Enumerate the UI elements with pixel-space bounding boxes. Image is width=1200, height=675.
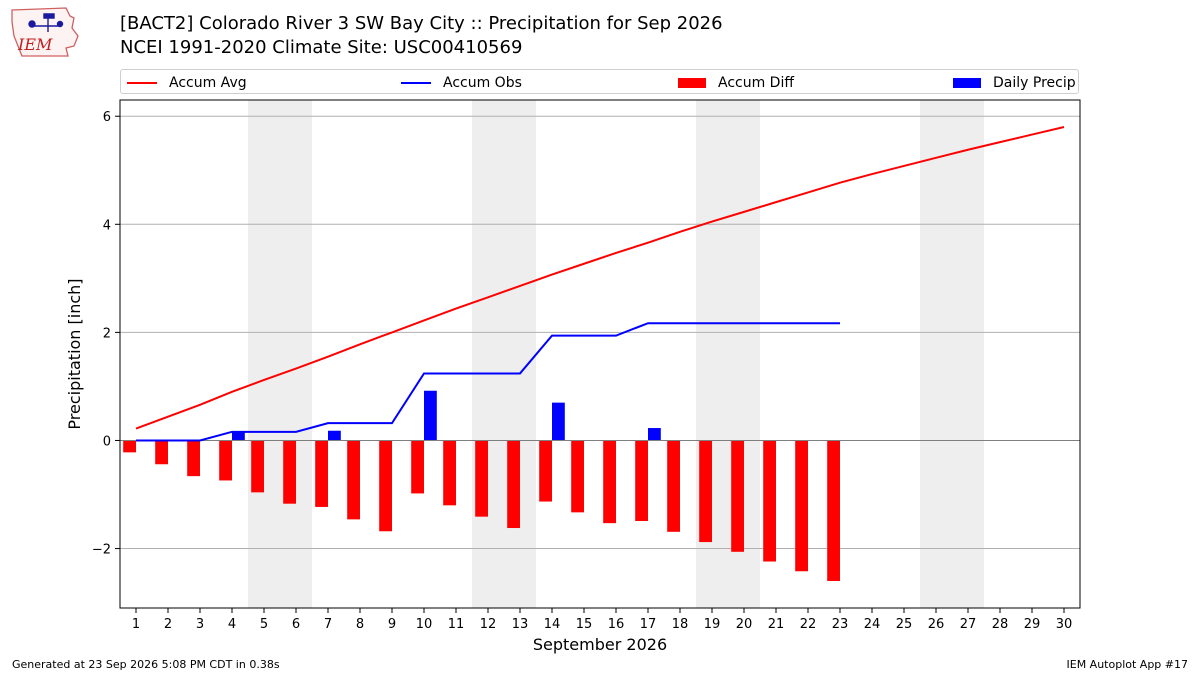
series-lines: [120, 126, 1080, 442]
legend-swatch-daily-precip: [953, 77, 981, 88]
x-axis-label: September 2026: [533, 635, 667, 654]
weekend-shading: [248, 100, 984, 608]
y-tick-label: 0: [103, 434, 111, 449]
legend-item-accum-diff: Accum Diff: [678, 70, 794, 95]
x-tick-label: 30: [1056, 617, 1073, 632]
y-tick-label: 6: [103, 110, 111, 125]
legend-item-daily-precip: Daily Precip: [953, 70, 1076, 95]
x-tick-label: 20: [736, 617, 753, 632]
x-tick-label: 22: [800, 617, 817, 632]
legend-swatch-accum-diff: [678, 77, 706, 88]
accum-diff-bar: [251, 440, 264, 493]
accum-diff-bar: [411, 440, 424, 494]
y-tick-label: 2: [103, 326, 111, 341]
accum-diff-bar: [635, 440, 648, 521]
x-tick-label: 9: [388, 617, 396, 632]
x-tick-label: 3: [196, 617, 204, 632]
daily-precip-bar: [648, 428, 661, 441]
daily-precip-bar: [328, 430, 341, 441]
x-tick-label: 11: [448, 617, 465, 632]
x-tick-label: 4: [228, 617, 236, 632]
legend-label-accum-obs: Accum Obs: [443, 74, 522, 91]
x-tick-label: 21: [768, 617, 785, 632]
chart-title: [BACT2] Colorado River 3 SW Bay City :: …: [120, 13, 723, 34]
legend-label-accum-avg: Accum Avg: [169, 74, 247, 91]
x-tick-label: 12: [480, 617, 497, 632]
accum-diff-bar: [155, 440, 168, 465]
legend-item-accum-avg: Accum Avg: [127, 70, 247, 95]
x-tick-label: 16: [608, 617, 625, 632]
accum-diff-bar: [379, 440, 392, 532]
accum-diff-bar: [571, 440, 584, 513]
weekend-band-2: [472, 100, 536, 608]
legend-swatch-accum-avg: [127, 81, 157, 84]
x-tick-label: 23: [832, 617, 849, 632]
weekend-band-1: [248, 100, 312, 608]
plot-frame: [119, 99, 1081, 609]
y-axis-label: Precipitation [inch]: [65, 278, 84, 429]
x-tick-label: 24: [864, 617, 881, 632]
bars: [123, 390, 840, 581]
y-tick-label: −2: [92, 543, 111, 558]
accum-diff-bar: [539, 440, 552, 502]
weather-station-icon: [28, 13, 64, 32]
chart-legend: Accum Avg Accum Obs Accum Diff Daily Pre…: [120, 69, 1079, 94]
x-tick-label: 27: [960, 617, 977, 632]
accum-diff-bar: [443, 440, 456, 506]
logo-text: IEM: [17, 35, 53, 54]
x-tick-label: 8: [356, 617, 364, 632]
x-tick-label: 13: [512, 617, 529, 632]
x-tick-label: 7: [324, 617, 332, 632]
x-tick-label: 18: [672, 617, 689, 632]
accum-diff-bar: [763, 440, 776, 562]
iem-logo: IEM: [11, 7, 79, 57]
x-tick-label: 14: [544, 617, 561, 632]
legend-label-daily-precip: Daily Precip: [993, 74, 1076, 91]
footer-app-id: IEM Autoplot App #17: [1066, 658, 1189, 671]
x-tick-label: 28: [992, 617, 1009, 632]
daily-precip-bar: [232, 431, 245, 441]
accum-diff-bar: [475, 440, 488, 517]
x-tick-label: 26: [928, 617, 945, 632]
x-tick-label: 10: [416, 617, 433, 632]
y-tick-label: 4: [103, 218, 111, 233]
legend-swatch-accum-obs: [401, 81, 431, 84]
accum-diff-bar: [667, 440, 680, 532]
accum-diff-bar: [187, 440, 200, 477]
x-tick-label: 29: [1024, 617, 1041, 632]
accum-avg-line: [135, 126, 1065, 430]
legend-label-accum-diff: Accum Diff: [718, 74, 795, 91]
accum-diff-bar: [347, 440, 360, 520]
x-tick-label: 19: [704, 617, 721, 632]
x-tick-label: 6: [292, 617, 300, 632]
footer-generated: Generated at 23 Sep 2026 5:08 PM CDT in …: [12, 658, 280, 671]
accum-diff-bar: [731, 440, 744, 552]
accum-diff-bar: [507, 440, 520, 529]
x-tick-label: 5: [260, 617, 268, 632]
accum-diff-bar: [283, 440, 296, 504]
weekend-band-4: [920, 100, 984, 608]
accum-diff-bar: [123, 440, 136, 453]
accum-diff-bar: [603, 440, 616, 524]
accum-diff-bar: [795, 440, 808, 572]
accum-diff-bar: [699, 440, 712, 543]
chart-subtitle: NCEI 1991-2020 Climate Site: USC00410569: [120, 37, 523, 58]
daily-precip-bar: [552, 402, 565, 441]
iowa-outline-icon: [11, 7, 79, 57]
legend-item-accum-obs: Accum Obs: [401, 70, 522, 95]
accum-diff-bar: [827, 440, 840, 581]
daily-precip-bar: [424, 390, 437, 441]
x-tick-label: 2: [164, 617, 172, 632]
x-tick-label: 15: [576, 617, 593, 632]
accum-obs-line: [136, 322, 840, 442]
accum-diff-bar: [219, 440, 232, 481]
x-tick-label: 25: [896, 617, 913, 632]
x-tick-label: 17: [640, 617, 657, 632]
accum-diff-bar: [315, 440, 328, 507]
x-tick-label: 1: [132, 617, 140, 632]
